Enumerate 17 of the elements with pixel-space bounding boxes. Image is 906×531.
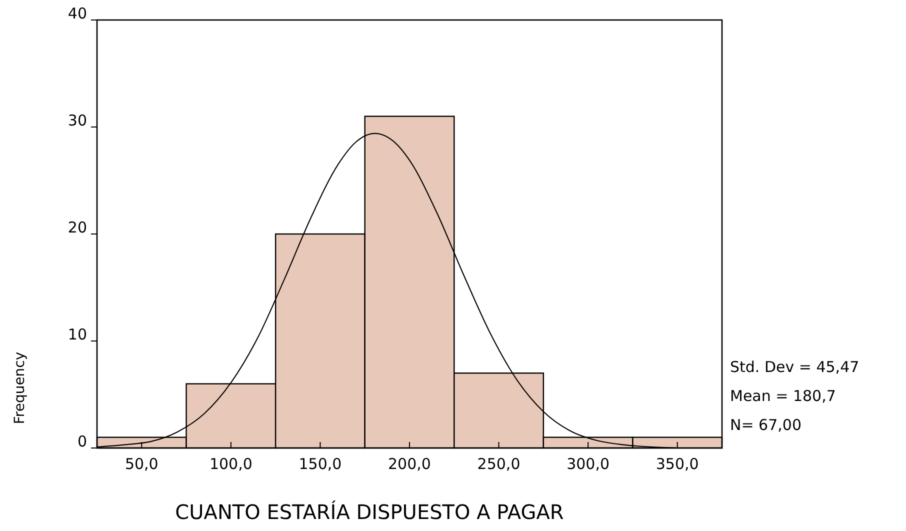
x-tick-label: 250,0 xyxy=(477,455,520,473)
y-tick-label: 20 xyxy=(68,218,87,236)
x-tick-label: 200,0 xyxy=(388,455,431,473)
y-tick-label: 10 xyxy=(68,326,87,344)
y-tick-label: 0 xyxy=(77,432,87,450)
x-tick-label: 100,0 xyxy=(209,455,252,473)
x-tick-label: 300,0 xyxy=(566,455,610,473)
x-tick-label: 150,0 xyxy=(298,455,342,473)
text: Mean = 180,7 xyxy=(730,387,836,405)
text: Std. Dev = 45,47 xyxy=(730,358,860,376)
y-tick-label: 40 xyxy=(68,4,87,22)
text: N= 67,00 xyxy=(730,416,802,434)
y-axis-title: Frequency xyxy=(12,352,28,424)
x-tick-label: 50,0 xyxy=(124,455,158,473)
x-axis-title: CUANTO ESTARÍA DISPUESTO A PAGAR xyxy=(175,500,564,524)
y-tick-label: 30 xyxy=(68,112,87,130)
x-tick-label: 350,0 xyxy=(656,455,699,473)
